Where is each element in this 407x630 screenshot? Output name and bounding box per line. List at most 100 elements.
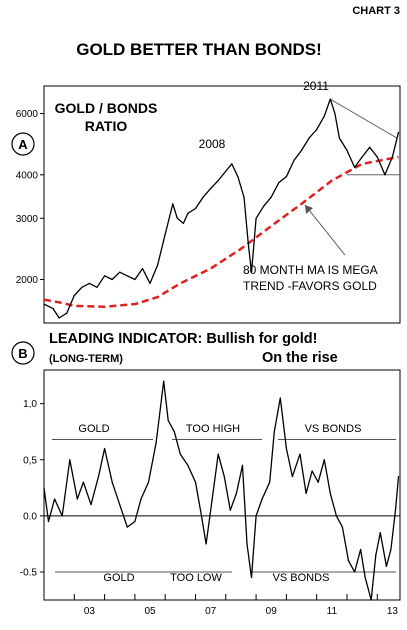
ratio-point (247, 245, 250, 247)
panel-a-y-axis: 2000 3000 4000 6000 (16, 109, 44, 286)
ratio-point (278, 181, 280, 184)
ratio-point (164, 233, 166, 235)
ratio-point (384, 174, 386, 176)
panel-b-badge-letter: B (18, 346, 27, 361)
ratio-point (157, 264, 159, 266)
ma-note-line2: TREND -FAVORS GOLD (243, 279, 377, 293)
panel-a-y-tick-label: 3000 (16, 214, 39, 225)
panel-b-x-tick-label: 03 (84, 606, 96, 617)
indicator-point (370, 599, 372, 601)
ratio-point (397, 131, 400, 133)
ratio-point (210, 188, 212, 190)
ratio-point (194, 207, 197, 210)
indicator-point (235, 492, 237, 495)
ratio-point (300, 149, 303, 152)
ratio-point (338, 137, 341, 139)
ratio-point (58, 317, 60, 319)
panel-a-badge-letter: A (18, 137, 28, 152)
indicator-point (167, 419, 169, 422)
panel-b-subtitle-left: (LONG-TERM) (49, 353, 123, 365)
ratio-point (270, 196, 272, 198)
lower-band-label-too-low: TOO LOW (170, 572, 222, 584)
indicator-point (119, 504, 121, 506)
indicator-point (255, 515, 257, 517)
indicator-point (397, 475, 400, 478)
indicator-point (229, 509, 231, 511)
ratio-point (316, 128, 318, 131)
ratio-point (225, 170, 227, 172)
ratio-point (255, 217, 257, 219)
indicator-point (311, 470, 313, 472)
indicator-point (43, 487, 45, 489)
ratio-point (73, 294, 75, 297)
panel-b-y-axis: -0.5 0.0 0,5 1,0 (20, 399, 44, 578)
ratio-point (52, 307, 54, 310)
indicator-point (211, 498, 213, 500)
indicator-point (269, 481, 271, 483)
indicator-point (394, 509, 397, 511)
ratio-point (182, 222, 184, 224)
ratio-point (172, 203, 174, 205)
lower-band-label-vs-bonds: VS BONDS (273, 572, 330, 584)
ratio-point (243, 196, 245, 198)
ratio-point (334, 112, 336, 115)
panel-a-y-tick-label: 6000 (16, 109, 39, 120)
ratio-point (217, 179, 219, 182)
indicator-point (279, 397, 281, 399)
ratio-point (237, 176, 239, 178)
indicator-point (385, 565, 387, 567)
panel-a-badge: A (11, 132, 35, 156)
upper-band-label-vs-bonds: VS BONDS (305, 423, 362, 435)
indicator-point (163, 380, 165, 382)
ratio-point (134, 278, 136, 281)
indicator-point (335, 515, 337, 517)
indicator-point (246, 543, 248, 545)
chart-number: CHART 3 (352, 5, 400, 17)
ratio-point (103, 275, 106, 277)
panel-a-plot (43, 98, 400, 319)
chart-title: GOLD BETTER THAN BONDS! (76, 40, 322, 59)
panel-b-plot (43, 380, 400, 601)
indicator-point (200, 515, 203, 517)
indicator-point (82, 481, 84, 483)
ratio-point (285, 176, 287, 178)
panel-a-badge-circle (11, 132, 35, 156)
ratio-point (96, 286, 98, 288)
panel-b-x-tick-label: 07 (205, 606, 217, 617)
indicator-point (285, 447, 287, 450)
annotation-2011: 2011 (303, 79, 329, 93)
panel-b-x-tick-label: 05 (144, 606, 156, 617)
indicator-point (140, 498, 142, 500)
indicator-point (187, 464, 189, 466)
ratio-point (346, 149, 348, 152)
upper-band-label-too-high: TOO HIGH (186, 423, 240, 435)
indicator-point (90, 504, 92, 506)
ratio-point (176, 217, 178, 219)
indicator-point (250, 576, 253, 579)
ratio-line (43, 98, 400, 319)
indicator-point (317, 481, 319, 483)
ratio-point (361, 156, 363, 158)
panel-b-x-tick-label: 11 (327, 606, 338, 617)
ratio-point (111, 278, 113, 281)
panel-a-title-line2: RATIO (85, 118, 128, 134)
indicator-point (179, 453, 181, 455)
lower-band-label-gold: GOLD (103, 572, 134, 584)
ratio-point (391, 156, 394, 158)
indicator-point (305, 492, 307, 495)
panel-b-frame (43, 369, 401, 601)
indicator-point (364, 576, 366, 579)
indicator-point (360, 548, 362, 551)
ratio-point (250, 271, 253, 273)
moving-average-line (43, 155, 399, 309)
indicator-point (97, 475, 100, 478)
ratio-point (369, 146, 371, 148)
indicator-point (205, 543, 207, 545)
indicator-point (155, 442, 157, 444)
panel-b-y-tick-label: 1,0 (23, 399, 37, 410)
ratio-point (81, 286, 83, 288)
indicator-line (43, 380, 400, 601)
ratio-point (323, 115, 325, 117)
